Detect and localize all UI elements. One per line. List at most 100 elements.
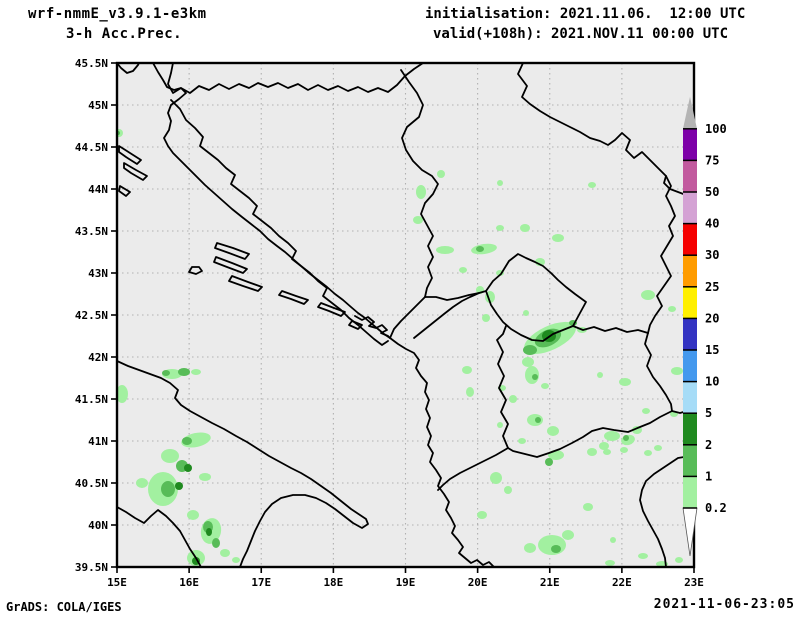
precip-blob [597,372,603,378]
precip-blob [459,267,467,273]
border-path [152,63,391,339]
precip-blob [524,543,536,553]
precip-blob [552,234,564,242]
border-path [117,360,369,567]
colorbar-segment [683,192,697,224]
precip-blob [535,417,541,423]
border-path [117,506,202,567]
precip-blob [476,246,484,252]
precip-blob [518,438,526,444]
border-path [572,325,649,334]
precip-blob [668,306,676,312]
precip-blob [541,383,549,389]
precip-blob [477,511,487,519]
border-path [413,292,480,339]
border-path [317,302,346,317]
colorbar-level-label: 25 [705,280,719,294]
precip-blob [532,374,538,380]
border-path [389,296,426,339]
precip-blob [416,185,426,199]
creation-timestamp: 2021-11-06-23:05 [653,597,795,612]
precip-blob [504,486,512,494]
colorbar-level-label: 5 [705,406,712,420]
colorbar-segment [683,223,697,256]
lon-tick-label: 21E [540,576,560,589]
borders [117,63,694,567]
border-path [188,266,203,275]
lat-tick-label: 45N [88,99,108,112]
colorbar-segment [683,160,697,192]
precip-blob [413,216,423,224]
lat-tick-label: 44N [88,183,108,196]
init-time-label: initialisation: 2021.11.06. 12:00 UTC [425,6,746,22]
precip-blob [604,431,620,441]
colorbar-level-label: 0.2 [705,501,727,515]
precip-blob [642,408,650,414]
precip-blob [547,426,559,436]
colorbar-segment [683,476,697,508]
border-path [228,275,263,292]
precip-blob [162,370,170,376]
precip-blob [520,224,530,232]
precip-blob [497,180,503,186]
colorbar-level-label: 40 [705,217,719,231]
lat-tick-label: 41.5N [75,393,108,406]
precip-blob [587,448,597,456]
border-path [167,63,424,94]
precip-blob [620,447,628,453]
lon-tick-label: 19E [396,576,416,589]
border-path [123,162,148,181]
precip-blob [187,510,199,520]
precip-blob [184,464,192,472]
precip-blob [437,170,445,178]
border-path [170,99,389,346]
lon-tick-label: 23E [684,576,704,589]
colorbar-over-arrow [683,96,697,129]
precip-blob [496,225,504,231]
colorbar-segment [683,381,697,414]
lat-tick-label: 40.5N [75,477,108,490]
lon-tick-label: 16E [179,576,199,589]
precip-blob [610,537,616,543]
lon-tick-label: 17E [251,576,271,589]
precip-blob [522,357,534,367]
precip-blob [178,368,190,376]
map-content [117,63,694,567]
precip-blob [641,290,655,300]
colorbar-level-label: 20 [705,311,719,325]
precip-blob [523,310,529,316]
precip-blob [466,387,474,397]
precip-blob [212,538,220,548]
border-path [644,332,673,412]
border-path [647,175,676,334]
border-path [517,63,694,199]
lat-tick-label: 39.5N [75,561,108,574]
colorbar-level-label: 15 [705,343,719,357]
lat-tick-label: 43.5N [75,225,108,238]
valid-time-label: valid(+108h): 2021.NOV.11 00:00 UTC [433,26,729,42]
precip-blob [161,449,179,463]
precip-blob [545,458,553,466]
border-path [214,242,250,260]
precip-blob [175,482,183,490]
border-path [117,63,140,74]
border-path [485,253,587,342]
axis-ticks [111,62,695,573]
colorbar-level-label: 30 [705,248,719,262]
lat-tick-label: 44.5N [75,141,108,154]
precip-blob [644,450,652,456]
precip-blob [654,445,662,451]
precip-blob [161,481,175,497]
border-path [507,410,673,458]
colorbar-segment [683,444,697,477]
lon-tick-label: 22E [612,576,632,589]
colorbar-level-label: 50 [705,185,719,199]
colorbar-level-label: 1 [705,469,712,483]
precip-blob [623,435,629,441]
lat-tick-label: 42N [88,351,108,364]
product-title: 3-h Acc.Prec. [66,26,183,42]
precip-blob [490,472,502,484]
